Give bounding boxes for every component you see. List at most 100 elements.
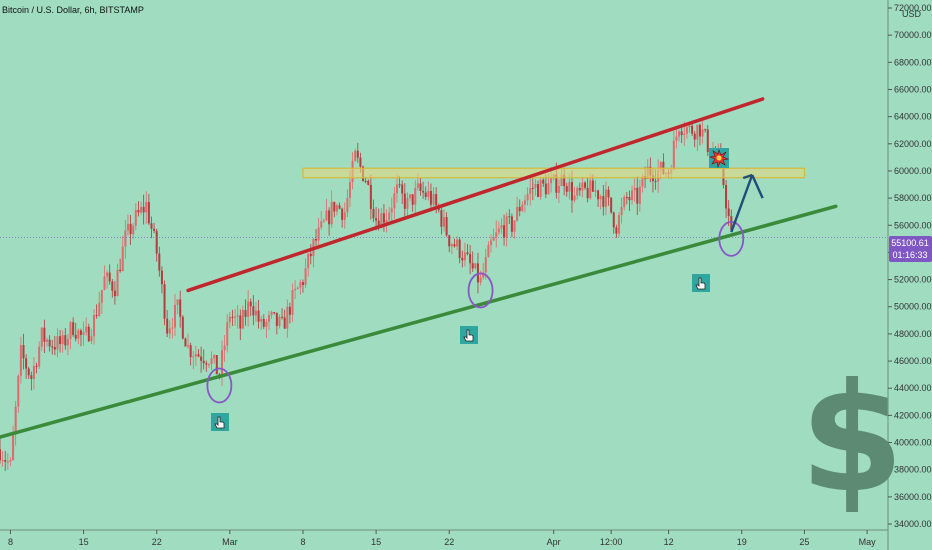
candle-body xyxy=(620,206,623,216)
candle-body xyxy=(547,183,550,195)
candle-body xyxy=(581,182,584,191)
candle-body xyxy=(304,268,307,285)
candle-body xyxy=(111,281,114,291)
candle-body xyxy=(414,187,417,205)
candle-body xyxy=(6,461,9,463)
candle-body xyxy=(348,182,351,198)
candle-body xyxy=(367,180,370,185)
candle-body xyxy=(194,354,197,357)
candle-body xyxy=(137,210,140,213)
candle-body xyxy=(95,315,98,317)
candle-body xyxy=(241,309,244,329)
time-axis[interactable]: 8 15 22 Mar 8 15 22 Apr 12:00 12 19 25 May xyxy=(0,529,888,547)
candle-body xyxy=(142,206,145,213)
price-tick-label: 60000.00 xyxy=(894,166,932,176)
candle-body xyxy=(612,212,615,228)
candle-body xyxy=(631,190,634,201)
candle-body xyxy=(633,187,636,191)
candle-body xyxy=(691,125,694,134)
candle-body xyxy=(56,336,59,350)
candle-body xyxy=(93,315,96,337)
candle-body xyxy=(393,193,396,209)
candle-body xyxy=(119,269,122,272)
candle-body xyxy=(474,263,477,269)
candle-body xyxy=(325,210,328,221)
candle-body xyxy=(46,339,49,342)
candle-body xyxy=(200,356,203,361)
explosion-icon xyxy=(708,148,730,169)
candle-body xyxy=(678,131,681,137)
candle-body xyxy=(69,322,72,339)
price-tick-label: 38000.00 xyxy=(894,465,932,475)
candle-body xyxy=(22,345,25,359)
candle-body xyxy=(27,368,30,376)
candle-body xyxy=(604,189,607,207)
candle-body xyxy=(273,312,276,314)
candle-body xyxy=(518,206,521,212)
candle-body xyxy=(228,316,231,323)
candle-body xyxy=(594,190,597,192)
candle-body xyxy=(463,252,466,261)
candle-body xyxy=(602,196,605,207)
candle-body xyxy=(299,282,302,288)
candle-body xyxy=(680,131,683,136)
time-tick-label: 15 xyxy=(371,537,381,547)
candle-body xyxy=(103,276,106,290)
price-tick-label: 56000.00 xyxy=(894,220,932,230)
candle-body xyxy=(158,253,161,271)
candle-body xyxy=(98,302,101,316)
candle-body xyxy=(265,321,268,327)
candle-body xyxy=(346,197,349,213)
candle-body xyxy=(638,186,641,204)
candle-body xyxy=(25,358,28,369)
candle-body xyxy=(508,216,511,218)
candle-body xyxy=(338,205,341,209)
candle-body xyxy=(301,282,304,285)
time-tick-label: 8 xyxy=(300,537,305,547)
candle-body xyxy=(247,301,250,317)
candle-body xyxy=(550,178,553,184)
candle-body xyxy=(213,355,216,359)
candle-body xyxy=(432,194,435,205)
candle-body xyxy=(453,244,456,247)
candle-body xyxy=(625,197,628,199)
candle-body xyxy=(288,306,291,315)
annotations-layer xyxy=(206,173,764,404)
price-tick-label: 36000.00 xyxy=(894,492,932,502)
candle-body xyxy=(354,150,357,161)
candle-body xyxy=(557,185,560,193)
candle-body xyxy=(328,210,331,225)
price-tick-label: 64000.00 xyxy=(894,112,932,122)
candle-body xyxy=(589,180,592,199)
price-axis[interactable]: 34000.00 36000.00 38000.00 40000.00 42000.00… xyxy=(887,0,932,550)
candle-body xyxy=(495,232,498,238)
candle-body xyxy=(471,263,474,269)
candle-body xyxy=(725,184,728,209)
candle-body xyxy=(599,196,602,200)
price-tick-label: 66000.00 xyxy=(894,84,932,94)
candle-body xyxy=(35,365,38,367)
hand-pointer-icon xyxy=(692,274,710,292)
candle-body xyxy=(727,208,730,217)
price-tick-label: 62000.00 xyxy=(894,139,932,149)
candle-body xyxy=(38,346,41,367)
candle-body xyxy=(516,206,519,221)
candle-body xyxy=(641,175,644,187)
candle-body xyxy=(364,180,367,182)
candle-body xyxy=(385,219,388,223)
candle-body xyxy=(257,310,260,322)
candle-body xyxy=(126,223,129,231)
candle-body xyxy=(482,272,485,278)
candle-body xyxy=(521,204,524,212)
candle-body xyxy=(576,187,579,196)
candle-body xyxy=(134,210,137,226)
candle-body xyxy=(215,355,218,375)
candle-body xyxy=(19,345,22,376)
candle-body xyxy=(523,200,526,205)
candle-body xyxy=(659,161,662,170)
candle-body xyxy=(610,197,613,213)
candle-body xyxy=(526,193,529,201)
candle-body xyxy=(409,194,412,199)
